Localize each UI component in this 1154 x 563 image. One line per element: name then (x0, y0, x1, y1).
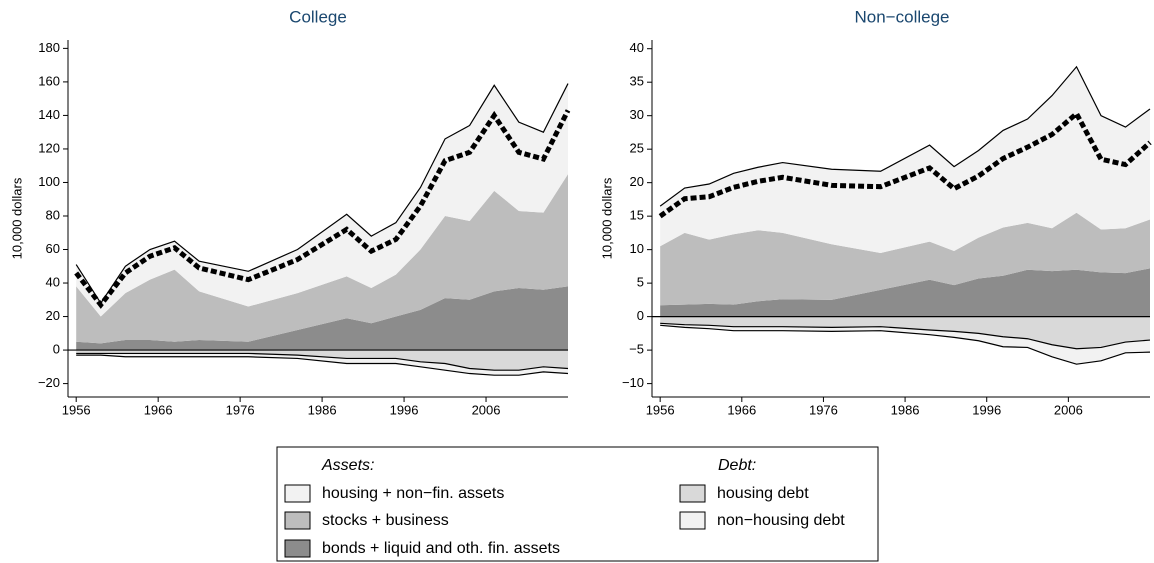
y-tick-label: 10 (630, 241, 644, 256)
x-tick-label: 1976 (226, 402, 255, 417)
y-tick-label: 0 (637, 308, 644, 323)
area-outline (660, 322, 1151, 350)
area-outline (660, 324, 1151, 365)
panel: College 10,000 dollars −20 0 20 40 60 80 100 120 1… (9, 7, 571, 417)
legend-label: non−housing debt (717, 512, 845, 529)
y-tick-label: −10 (622, 375, 644, 390)
y-tick-label: 35 (630, 74, 644, 89)
y-tick-label: 5 (637, 275, 644, 290)
area (76, 83, 569, 317)
x-tick-label: 2006 (472, 402, 501, 417)
legend-swatch (284, 539, 311, 558)
x-tick-label: 1956 (646, 402, 675, 417)
legend-label: bonds + liquid and oth. fin. assets (322, 540, 560, 557)
x-tick-label: 1986 (891, 402, 920, 417)
y-tick-label: 140 (38, 107, 60, 122)
area (660, 316, 1150, 349)
y-tick-label: 40 (46, 274, 60, 289)
y-tick-label: 20 (630, 174, 644, 189)
x-tick-label: 2006 (1054, 402, 1083, 417)
legend-swatch (284, 511, 311, 530)
legend-label: housing debt (717, 485, 809, 502)
legend-label: stocks + business (322, 512, 449, 529)
panel: Non−college 10,000 dollars −10 −5 0 5 10 15 20 25… (599, 7, 1152, 417)
area (660, 212, 1150, 306)
legend-swatch (284, 484, 311, 503)
y-tick-label: 80 (46, 207, 60, 222)
y-tick-label: 25 (630, 141, 644, 156)
legend-swatch (679, 511, 706, 530)
area (660, 323, 1150, 365)
area (76, 286, 569, 351)
legend: Assets: Debt: housing + non−fin. assets s… (276, 446, 879, 562)
area-outline (659, 65, 1151, 207)
chart-title: College (289, 7, 347, 26)
legend-box (276, 446, 879, 562)
legend-swatch (679, 484, 706, 503)
legend-heading: Assets: (321, 457, 374, 474)
area-outline (75, 83, 569, 305)
net-worth-line (74, 109, 571, 309)
y-tick-label: 30 (630, 107, 644, 122)
y-tick-label: 40 (630, 40, 644, 55)
chart-title: Non−college (855, 7, 950, 26)
y-tick-label: 180 (38, 40, 60, 55)
net-worth-line (658, 109, 1152, 219)
y-axis-title: 10,000 dollars (599, 177, 614, 259)
x-tick-label: 1996 (972, 402, 1001, 417)
x-tick-label: 1966 (727, 402, 756, 417)
x-tick-label: 1966 (144, 402, 173, 417)
y-tick-label: −5 (629, 342, 644, 357)
y-tick-label: 20 (46, 308, 60, 323)
legend-heading: Debt: (718, 457, 756, 474)
y-tick-label: −20 (38, 375, 60, 390)
area (76, 174, 569, 344)
y-tick-label: 15 (630, 208, 644, 223)
area-outline (76, 354, 569, 376)
area (76, 350, 569, 371)
x-tick-label: 1956 (62, 402, 91, 417)
y-axis-title: 10,000 dollars (9, 177, 24, 259)
y-tick-label: 60 (46, 241, 60, 256)
y-tick-label: 120 (38, 140, 60, 155)
area (660, 66, 1150, 253)
legend-label: housing + non−fin. assets (322, 485, 504, 502)
y-tick-label: 160 (38, 73, 60, 88)
area-outline (76, 352, 569, 371)
x-tick-label: 1986 (308, 402, 337, 417)
y-tick-label: 0 (53, 342, 60, 357)
area (660, 268, 1150, 317)
x-tick-label: 1976 (809, 402, 838, 417)
x-tick-label: 1996 (390, 402, 419, 417)
y-tick-label: 100 (38, 174, 60, 189)
